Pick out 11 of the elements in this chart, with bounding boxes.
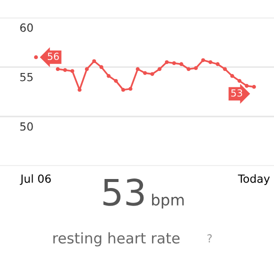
x-tick-label: Jul 06 (20, 174, 51, 185)
text: resting heart rate (53, 232, 180, 246)
y-tick-label: 60 (20, 23, 33, 32)
text: bpm (152, 194, 184, 209)
data-label: 56 (48, 52, 59, 60)
y-tick-label: 50 (20, 122, 33, 131)
text: 53 (103, 178, 144, 206)
y-tick-label: 55 (20, 72, 33, 82)
data-label: 53 (231, 89, 242, 97)
x-tick-label: Today (238, 174, 270, 186)
text: ? (207, 234, 212, 242)
